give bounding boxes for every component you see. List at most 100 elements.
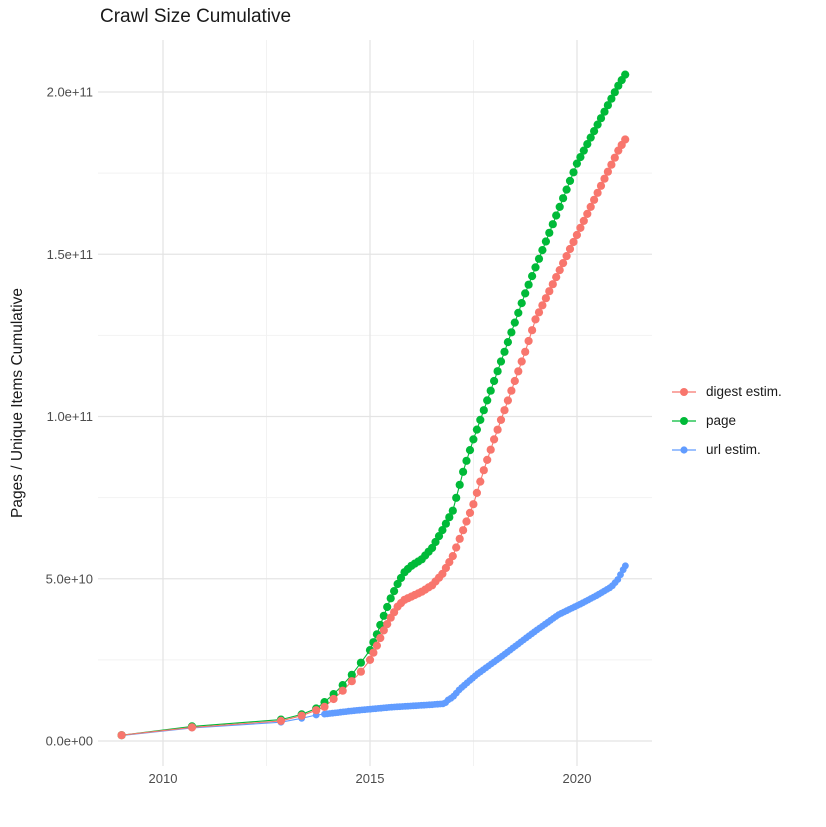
data-point-digest-estim	[559, 259, 568, 268]
data-point-page	[572, 159, 582, 168]
data-point-digest-estim	[462, 517, 471, 526]
data-point-page	[548, 220, 557, 229]
data-point-digest-estim	[541, 294, 551, 303]
data-point-digest-estim	[445, 558, 454, 567]
y-axis-title: Pages / Unique Items Cumulative	[9, 288, 26, 518]
data-point-digest-estim	[365, 655, 375, 665]
data-point-page	[610, 88, 619, 97]
data-point-digest-estim	[500, 406, 509, 415]
data-point-digest-estim	[448, 552, 457, 561]
y-tick-label: 2.0e+11	[47, 85, 93, 100]
legend-key-icon	[672, 387, 696, 396]
data-point-page	[583, 140, 592, 149]
data-point-digest-estim	[486, 445, 495, 454]
data-point-page	[390, 587, 399, 596]
data-point-digest-estim	[320, 702, 329, 712]
data-point-page	[462, 456, 471, 465]
legend-label: page	[706, 413, 737, 428]
data-point-digest-estim	[603, 167, 613, 176]
legend-item-url-estim: url estim.	[671, 435, 782, 464]
data-point-digest-estim	[621, 135, 630, 144]
data-point-digest-estim	[607, 160, 616, 169]
data-point-digest-estim	[531, 315, 540, 324]
data-point-page	[445, 513, 454, 522]
legend: digest estim. page url estim.	[671, 377, 782, 464]
data-point-page	[490, 376, 499, 386]
data-point-page	[434, 532, 444, 541]
data-point-page	[510, 318, 519, 327]
data-point-page	[469, 435, 478, 444]
data-point-digest-estim	[465, 508, 475, 517]
axis-layer: 2010 2015 2020 0.0e+00 5.0e+10 1.0e+11 1.5e+11…	[46, 85, 592, 787]
legend-key-dot	[680, 445, 688, 454]
data-point-digest-estim	[596, 181, 606, 190]
data-point-digest-estim	[379, 626, 388, 635]
data-point-page	[524, 280, 533, 289]
data-point-digest-estim	[369, 648, 378, 657]
data-point-digest-estim	[479, 466, 488, 475]
data-point-page	[500, 347, 509, 356]
data-point-page	[596, 114, 606, 123]
data-point-page	[503, 338, 512, 347]
data-point-digest-estim	[338, 686, 347, 695]
data-point-digest-estim	[538, 301, 547, 310]
data-point-digest-estim	[534, 308, 544, 317]
data-point-digest-estim	[187, 723, 197, 732]
data-point-digest-estim	[517, 357, 526, 366]
data-point-digest-estim	[503, 396, 512, 405]
x-tick-label: 2010	[149, 771, 178, 786]
data-point-digest-estim	[528, 326, 537, 335]
data-point-page	[472, 425, 481, 434]
data-point-page	[590, 127, 599, 136]
data-point-page	[541, 237, 551, 246]
data-point-page	[428, 543, 437, 553]
data-point-page	[531, 263, 540, 272]
data-point-page	[569, 168, 578, 177]
chart-title: Crawl Size Cumulative	[100, 6, 292, 27]
data-point-digest-estim	[469, 500, 478, 509]
data-point-digest-estim	[521, 347, 530, 356]
legend-label: digest estim.	[706, 384, 782, 399]
data-point-page	[379, 611, 388, 620]
data-point-digest-estim	[312, 706, 321, 715]
data-point-digest-estim	[383, 620, 392, 629]
data-point-digest-estim	[472, 488, 481, 497]
data-point-page	[496, 357, 506, 366]
data-point-page	[448, 506, 457, 515]
data-point-page	[538, 246, 547, 255]
y-tick-label: 5.0e+10	[46, 571, 93, 586]
data-point-digest-estim	[117, 731, 126, 740]
data-point-page	[559, 194, 568, 203]
data-point-page	[493, 367, 502, 376]
data-point-page	[607, 94, 616, 103]
data-point-page	[507, 328, 516, 337]
data-point-digest-estim	[510, 376, 519, 386]
data-point-digest-estim	[524, 336, 533, 346]
data-point-page	[586, 133, 595, 142]
data-point-page	[565, 176, 575, 185]
data-point-digest-estim	[329, 694, 338, 704]
data-point-digest-estim	[600, 174, 609, 183]
y-tick-label: 1.0e+11	[47, 409, 93, 424]
grid-layer	[98, 40, 652, 766]
x-tick-label: 2020	[563, 771, 592, 786]
legend-key-icon	[672, 445, 696, 454]
data-point-digest-estim	[297, 711, 306, 720]
data-layer	[117, 70, 630, 740]
data-point-page	[528, 272, 537, 281]
y-tick-label: 1.5e+11	[47, 247, 93, 262]
data-point-digest-estim	[493, 425, 502, 434]
data-point-page	[476, 415, 485, 424]
data-point-page	[465, 446, 475, 455]
data-point-digest-estim	[452, 543, 461, 552]
data-point-digest-estim	[579, 216, 588, 225]
data-point-digest-estim	[548, 280, 557, 289]
data-point-digest-estim	[593, 188, 602, 197]
data-point-page	[431, 537, 440, 547]
data-point-digest-estim	[555, 266, 564, 275]
data-point-page	[521, 289, 530, 298]
legend-label: url estim.	[706, 442, 761, 457]
data-point-page	[459, 467, 468, 476]
data-point-page	[455, 480, 464, 489]
